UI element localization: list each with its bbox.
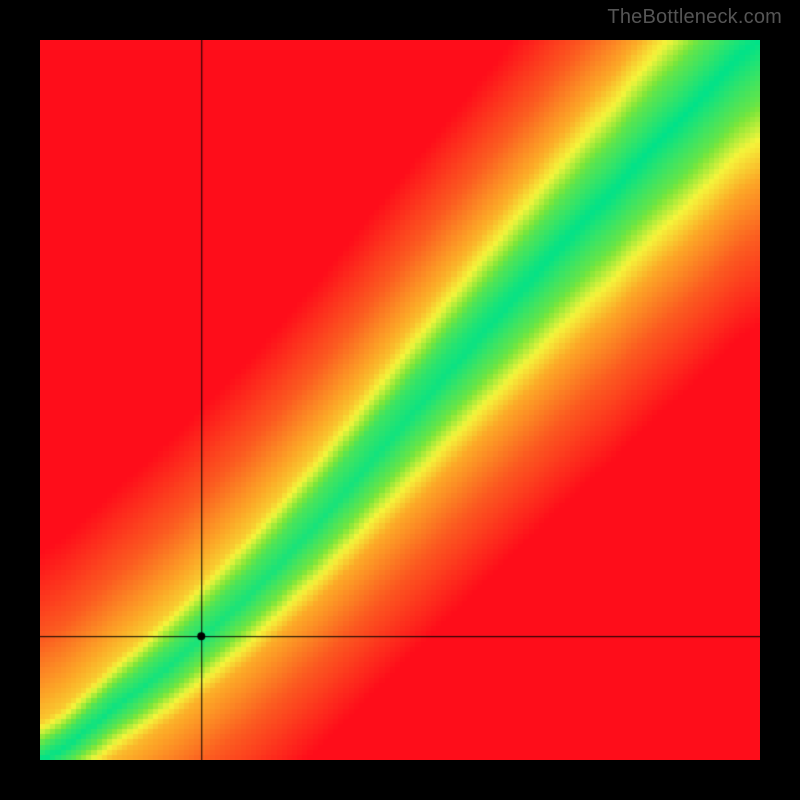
chart-frame: TheBottleneck.com <box>0 0 800 800</box>
heatmap-plot <box>40 40 760 760</box>
heatmap-canvas <box>40 40 760 760</box>
watermark-text: TheBottleneck.com <box>607 6 782 29</box>
